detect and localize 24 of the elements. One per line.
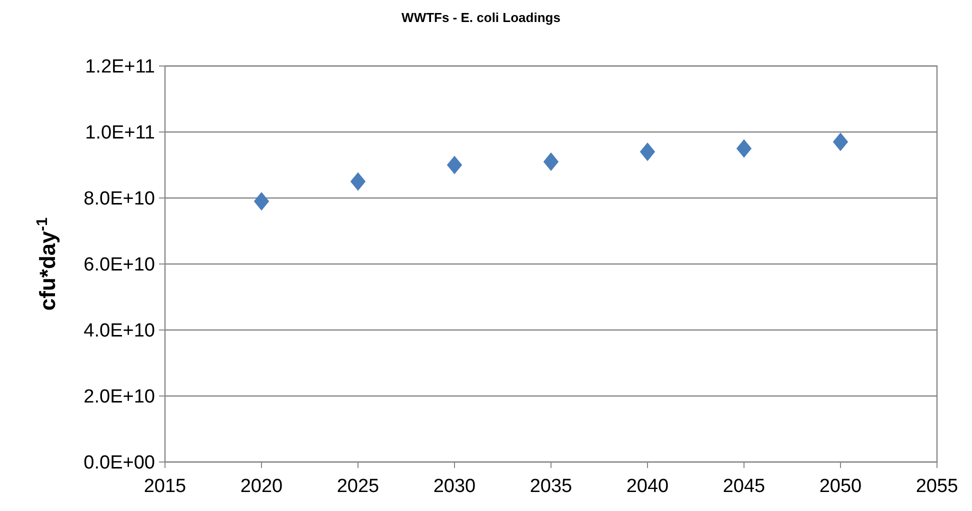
- point: [254, 192, 270, 211]
- point: [350, 172, 366, 191]
- point: [832, 132, 848, 152]
- y-tick-label: 1.0E+11: [85, 122, 155, 144]
- y-tick-label: 1.2E+11: [85, 56, 155, 78]
- point: [543, 152, 559, 171]
- x-tick-label: 2050: [819, 476, 862, 497]
- y-tick-label: 4.0E+10: [84, 320, 155, 342]
- y-tick-label: 2.0E+10: [84, 386, 155, 408]
- x-tick-label: 2045: [722, 476, 766, 497]
- y-tick-label: 0.0E+00: [84, 452, 155, 474]
- x-tick-label: 2030: [433, 476, 476, 497]
- x-tick-label: 2020: [240, 476, 283, 497]
- chart-title: WWTFs - E. coli Loadings: [402, 10, 560, 25]
- x-tick-label: 2040: [626, 476, 669, 497]
- x-tick-label: 2035: [530, 476, 572, 497]
- x-tick-label: 2025: [336, 476, 380, 497]
- point: [736, 139, 752, 158]
- y-tick-label: 8.0E+10: [84, 188, 155, 210]
- point: [640, 142, 656, 162]
- point: [446, 156, 462, 174]
- x-tick-label: 2015: [144, 476, 186, 497]
- x-tick-label: 2055: [916, 476, 958, 497]
- y-tick-label: 6.0E+10: [84, 254, 155, 276]
